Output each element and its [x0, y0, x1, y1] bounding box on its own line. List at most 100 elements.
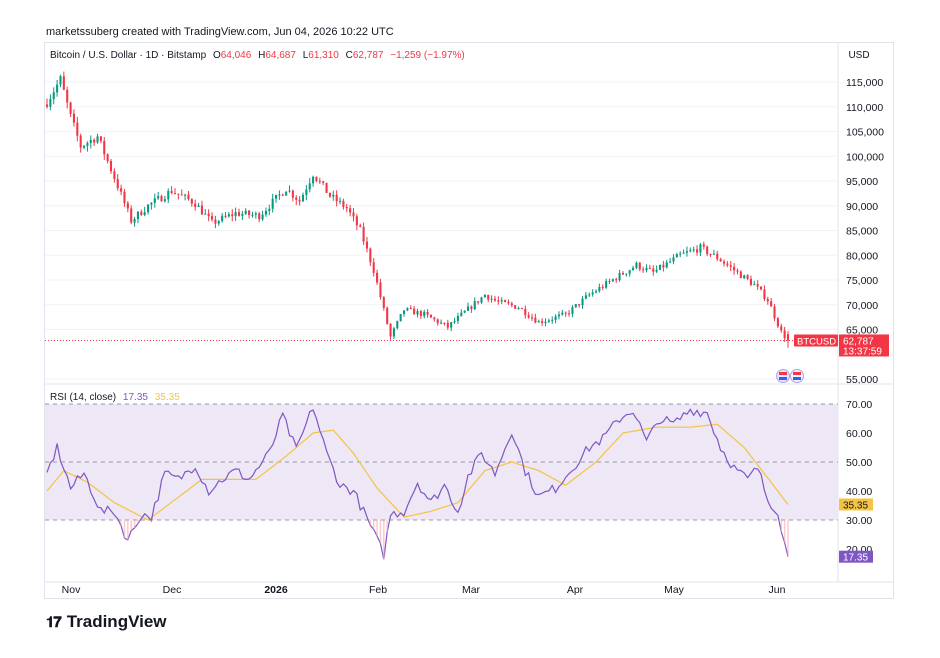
- candle-body: [719, 259, 722, 262]
- price-axis-label: 65,000: [846, 325, 878, 337]
- high-label: H: [258, 50, 266, 61]
- candle-body: [274, 194, 278, 199]
- candle-body: [487, 294, 490, 300]
- candle-body: [315, 176, 318, 181]
- candle-body: [120, 188, 123, 192]
- event-flag-stripe: [793, 377, 801, 380]
- candle-body: [133, 218, 136, 223]
- candle-body: [322, 181, 325, 183]
- candle-body: [214, 219, 217, 224]
- candle-body: [463, 310, 466, 313]
- candle-body: [682, 252, 685, 254]
- candle-body: [429, 314, 433, 318]
- candle-body: [591, 292, 594, 295]
- candle-body: [389, 323, 392, 337]
- candle-body: [325, 182, 328, 193]
- candle-body: [419, 311, 422, 317]
- candle-body: [544, 321, 547, 324]
- candle-body: [251, 214, 254, 216]
- time-axis-label: Nov: [62, 584, 81, 596]
- candle-body: [584, 295, 587, 299]
- time-axis-label: 2026: [264, 584, 288, 596]
- candle-body: [180, 194, 183, 196]
- candle-body: [106, 154, 109, 162]
- candle-body: [409, 308, 412, 310]
- candle-body: [618, 272, 621, 281]
- price-legend: Bitcoin / U.S. Dollar · 1D · Bitstamp O6…: [50, 50, 465, 61]
- time-axis-label: Dec: [163, 584, 182, 596]
- candle-body: [517, 308, 520, 310]
- candle-body: [635, 262, 638, 268]
- candle-body: [86, 143, 89, 146]
- candle-body: [574, 304, 577, 308]
- close-label: C: [345, 50, 353, 61]
- candle-body: [349, 208, 352, 213]
- price-axis-label: 85,000: [846, 226, 878, 238]
- low-label: L: [302, 50, 309, 61]
- candle-body: [426, 311, 429, 315]
- candle-body: [450, 322, 453, 328]
- event-flag-stripe: [779, 377, 787, 380]
- candle-body: [116, 179, 119, 189]
- candle-body: [588, 294, 591, 296]
- high-value: 64,687: [265, 50, 296, 61]
- candle-body: [571, 307, 574, 314]
- candle-body: [780, 326, 783, 331]
- candle-body: [123, 191, 126, 204]
- candle-body: [200, 205, 203, 215]
- candle-body: [372, 262, 375, 273]
- candle-body: [534, 317, 537, 323]
- candle-body: [285, 191, 288, 196]
- candle-body: [477, 301, 480, 303]
- candle-body: [500, 300, 503, 302]
- candle-body: [113, 171, 116, 180]
- candle-body: [473, 301, 476, 310]
- candle-body: [130, 208, 133, 223]
- candle-body: [662, 264, 665, 268]
- candle-body: [167, 191, 170, 200]
- candle-body: [157, 196, 160, 199]
- price-axis-label: 115,000: [846, 77, 883, 89]
- candle-body: [615, 279, 618, 281]
- candle-body: [396, 321, 399, 329]
- candle-body: [497, 300, 500, 302]
- candle-body: [268, 208, 271, 211]
- event-flag-stripe: [793, 372, 801, 375]
- candle-body: [689, 250, 692, 252]
- candle-body: [45, 104, 49, 107]
- event-flag-icon: [776, 369, 790, 383]
- candle-body: [433, 317, 436, 320]
- candle-body: [692, 249, 695, 251]
- currency-label[interactable]: USD: [848, 50, 870, 61]
- candle-body: [312, 176, 315, 184]
- candle-body: [581, 298, 584, 306]
- ticker-tag-label: BTCUSD: [797, 336, 836, 347]
- candle-body: [210, 216, 214, 220]
- price-axis-label: 70,000: [846, 300, 878, 312]
- open-label: O: [212, 50, 221, 61]
- candle-body: [379, 282, 382, 298]
- candle-body: [103, 140, 106, 155]
- candle-body: [446, 322, 449, 328]
- candle-body: [190, 199, 193, 204]
- candle-body: [702, 244, 705, 247]
- candle-body: [578, 304, 581, 306]
- rsi-value-tag: [839, 550, 873, 563]
- candle-body: [308, 183, 311, 190]
- candle-body: [416, 311, 419, 315]
- candle-body: [504, 300, 507, 303]
- candle-body: [163, 199, 166, 202]
- candle-body: [632, 267, 635, 271]
- candle-body: [514, 305, 517, 309]
- candle-body: [365, 241, 369, 249]
- candle-body: [332, 194, 335, 197]
- rsi-line: [46, 408, 789, 560]
- candle-body: [143, 212, 146, 216]
- rsi-axis-label: 70.00: [846, 399, 872, 411]
- candle-body: [470, 306, 473, 310]
- candle-body: [281, 194, 284, 196]
- candle-body: [244, 210, 247, 214]
- candle-body: [241, 213, 244, 216]
- price-axis-label: 95,000: [846, 176, 878, 188]
